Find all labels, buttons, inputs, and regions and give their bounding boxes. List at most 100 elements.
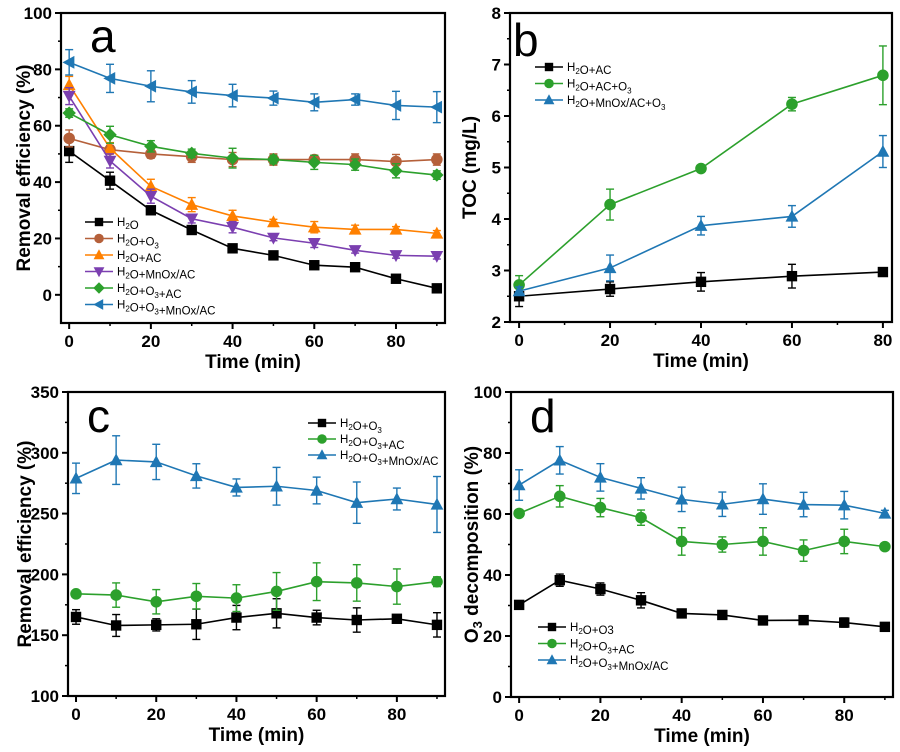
marker-triangle-up — [603, 261, 617, 274]
marker-circle — [695, 162, 707, 175]
y-tick-label: 40 — [483, 566, 502, 585]
panel-letter: c — [87, 390, 110, 442]
marker-circle — [150, 595, 163, 608]
marker-square — [227, 243, 238, 254]
y-tick-label: 4 — [492, 210, 502, 229]
legend-label: H2O+O3+AC — [570, 639, 635, 657]
y-tick-label: 60 — [33, 117, 52, 136]
marker-triangle-up — [546, 654, 558, 665]
marker-diamond — [185, 146, 199, 161]
marker-square — [309, 260, 320, 271]
marker-triangle-up — [634, 481, 648, 494]
marker-triangle-down — [389, 250, 403, 263]
legend-item: H2O — [85, 217, 139, 232]
x-axis-title: Time (min) — [654, 726, 750, 747]
legend-label: H2O+O3+MnOx/AC — [570, 655, 668, 673]
marker-triangle-up — [93, 249, 105, 260]
marker-square — [390, 273, 402, 284]
y-tick-label: 0 — [43, 286, 52, 305]
series-h2o-o3-ac — [70, 562, 443, 615]
series-h2o-o3-mnox-ac — [62, 48, 443, 124]
marker-circle — [675, 535, 688, 548]
marker-triangle-up — [390, 492, 404, 505]
marker-triangle-up — [675, 492, 689, 505]
panel-a: 0 20 40 60 80 100 0 20 40 60 80 Time (min) Removal e… — [14, 4, 447, 373]
legend-label: H2O+O3 — [340, 418, 382, 435]
marker-diamond — [266, 152, 281, 167]
series-h2o-o3-mnox-ac — [69, 435, 444, 534]
marker-diamond — [430, 168, 444, 182]
x-tick-label: 80 — [387, 332, 406, 351]
marker-square — [798, 614, 809, 626]
marker-triangle-up — [756, 492, 770, 505]
marker-triangle-up — [149, 455, 163, 468]
marker-triangle-left — [430, 100, 443, 114]
marker-triangle-down — [144, 190, 158, 203]
x-tick-label: 60 — [782, 331, 801, 350]
marker-square — [431, 619, 443, 631]
x-tick-label: 20 — [141, 332, 160, 351]
x-axis-title: Time (min) — [205, 352, 301, 373]
plot-frame — [66, 390, 447, 698]
y-tick-label: 200 — [31, 565, 59, 584]
marker-triangle-up — [389, 222, 403, 235]
series-h2o-ac — [62, 75, 444, 239]
legend-label: H2O+O3+AC — [340, 434, 405, 452]
marker-circle — [63, 132, 75, 145]
series-h2o-o3 — [70, 598, 443, 641]
y-tick-label: 6 — [492, 107, 501, 126]
y-axis-title: Removal efficiency (%) — [14, 65, 35, 272]
x-axis-title: Time (min) — [653, 351, 749, 372]
y-tick-label: 20 — [33, 229, 52, 248]
marker-square — [191, 619, 202, 630]
marker-circle — [544, 78, 554, 89]
legend-item: H2O+O3+AC — [538, 639, 635, 657]
marker-circle — [350, 577, 363, 589]
marker-triangle-left — [266, 91, 279, 105]
x-tick-label: 80 — [835, 706, 854, 725]
marker-square — [513, 599, 525, 611]
marker-circle — [786, 98, 798, 110]
marker-triangle-up — [189, 469, 203, 482]
marker-triangle-up — [310, 483, 324, 496]
y-axis-title: Removal efficiency (%) — [15, 441, 36, 648]
y-tick-label: 350 — [31, 383, 59, 402]
series-line — [68, 150, 438, 290]
legend-item: H2O+O3 — [85, 234, 159, 251]
series-h2o-o3-mnox-ac — [512, 445, 892, 520]
legend-item: H2O+MnOx/AC — [85, 267, 195, 282]
series-line — [75, 612, 438, 627]
legend-item: H2O+AC+O3 — [535, 79, 632, 96]
marker-square — [231, 612, 242, 623]
legend-label: H2O+O3+AC — [117, 283, 182, 301]
marker-diamond — [103, 128, 117, 142]
marker-square — [268, 250, 279, 261]
marker-square — [63, 145, 75, 157]
plot-frame — [59, 11, 447, 325]
legend-label: H2O+O3+MnOx/AC — [117, 300, 215, 318]
series-h2o-mnox-ac-o3 — [512, 134, 890, 297]
marker-triangle-left — [348, 93, 361, 106]
marker-square — [839, 617, 850, 628]
legend-item: H2O+O3+AC — [85, 282, 182, 301]
y-tick-label: 7 — [492, 56, 501, 75]
marker-triangle-up — [512, 478, 526, 491]
marker-circle — [230, 592, 243, 604]
marker-circle — [145, 148, 157, 160]
x-tick-label: 60 — [753, 706, 772, 725]
marker-circle — [877, 69, 889, 82]
marker-triangle-left — [225, 89, 238, 102]
x-tick-label: 0 — [71, 705, 80, 724]
marker-square — [676, 608, 687, 619]
marker-triangle-up — [350, 495, 364, 508]
marker-triangle-down — [103, 155, 117, 168]
marker-triangle-left — [144, 79, 157, 93]
y-tick-label: 0 — [493, 688, 502, 707]
y-tick-label: 250 — [31, 505, 59, 524]
marker-circle — [431, 575, 443, 588]
y-tick-label: 80 — [483, 444, 502, 463]
x-tick-label: 80 — [387, 705, 406, 724]
marker-triangle-down — [62, 90, 76, 103]
marker-diamond — [62, 106, 76, 120]
